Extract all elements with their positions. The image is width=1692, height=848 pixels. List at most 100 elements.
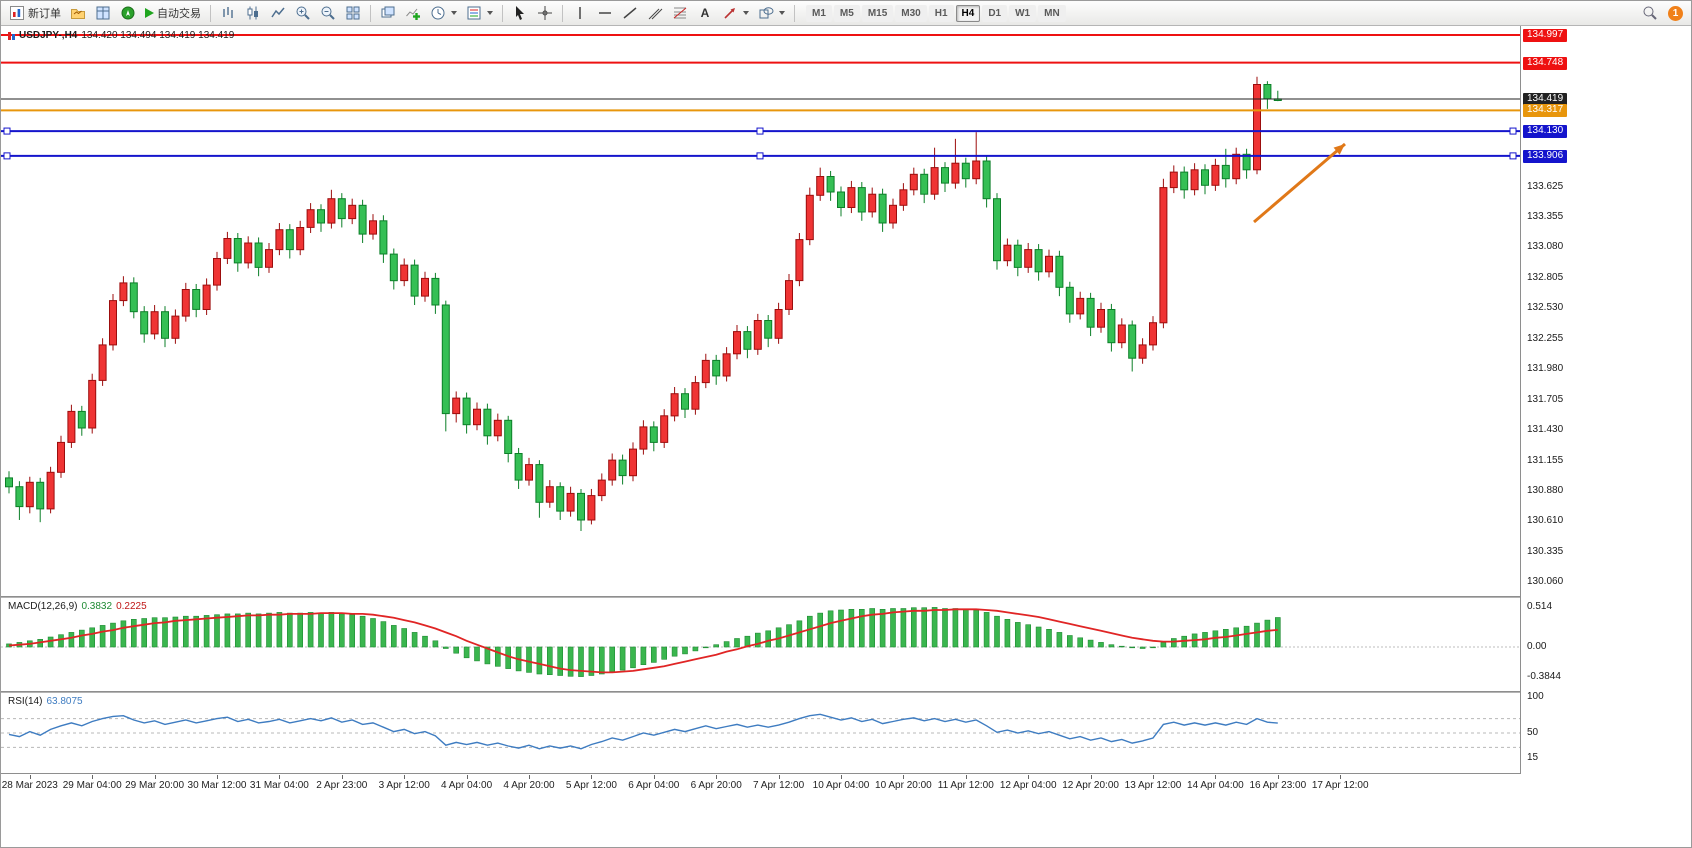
line-chart-button[interactable]: [266, 3, 290, 24]
timeframe-button-MN[interactable]: MN: [1038, 4, 1066, 22]
tile-windows-button[interactable]: [341, 3, 365, 24]
indicators-button[interactable]: [401, 3, 425, 24]
auto-trading-button[interactable]: 自动交易: [141, 3, 205, 24]
time-axis-label: 12 Apr 20:00: [1062, 780, 1119, 791]
time-tick: [279, 775, 281, 779]
macd-axis-label: 0.00: [1527, 641, 1547, 652]
price-axis-label: 133.625: [1527, 181, 1564, 193]
market-watch-button[interactable]: [91, 3, 115, 24]
panel-divider[interactable]: [1, 596, 1691, 598]
time-tick: [903, 775, 905, 779]
time-tick: [1215, 775, 1217, 779]
time-tick: [841, 775, 842, 779]
price-axis-label: 133.355: [1527, 210, 1564, 222]
time-axis-label: 10 Apr 20:00: [875, 780, 932, 791]
indicators-plus-icon: [406, 8, 420, 20]
hline-133.906[interactable]: [1, 152, 1520, 160]
text-icon: A: [701, 6, 710, 20]
time-axis-label: 4 Apr 20:00: [503, 780, 555, 791]
arrows-button[interactable]: [718, 3, 753, 24]
timeframe-button-W1[interactable]: W1: [1009, 4, 1037, 22]
market-watch-icon: [96, 6, 110, 20]
time-axis[interactable]: 28 Mar 2023 29 Mar 04:00 29 Mar 20:00 30 Ma…: [1, 775, 1691, 798]
timeframe-button-M30[interactable]: M30: [895, 4, 927, 22]
panel-divider[interactable]: [1, 691, 1691, 693]
horizontal-line-icon: [599, 12, 611, 14]
time-axis-label: 29 Mar 04:00: [62, 780, 122, 791]
horizontal-line-button[interactable]: [593, 3, 617, 24]
periods-button[interactable]: [426, 3, 461, 24]
hline-134.130[interactable]: [1, 127, 1520, 135]
timeframe-button-M1[interactable]: M1: [806, 4, 832, 22]
rsi-panel[interactable]: [1, 693, 1520, 773]
vertical-line-icon: [579, 7, 581, 19]
macd-main-value: 0.3832: [81, 601, 113, 612]
cursor-button[interactable]: [508, 3, 532, 24]
text-button[interactable]: A: [693, 3, 717, 24]
rsi-value: 63.8075: [46, 696, 83, 707]
fibonacci-button[interactable]: [668, 3, 692, 24]
trend-arrow[interactable]: [1253, 142, 1346, 224]
price-axis-label: 131.430: [1527, 424, 1564, 436]
rsi-name: RSI(14): [8, 696, 43, 707]
price-axis-label: 130.335: [1527, 545, 1564, 557]
timeframe-button-D1[interactable]: D1: [982, 4, 1008, 22]
timeframe-button-M15[interactable]: M15: [861, 4, 894, 22]
vertical-line-button[interactable]: [568, 3, 592, 24]
timeframe-group: M1 M5 M15 M30 H1 H4 D1 W1 MN: [806, 4, 1066, 22]
bar-chart-button[interactable]: [216, 3, 240, 24]
tile-windows-icon: [346, 6, 360, 20]
symbol-period: USDJPY-,H4: [19, 30, 78, 41]
time-axis-label: 28 Mar 2023: [1, 780, 58, 791]
zoom-out-button[interactable]: [316, 3, 340, 24]
price-line-badge: 134.130: [1523, 125, 1568, 139]
current-price-badge: 134.419: [1523, 93, 1568, 107]
price-axis[interactable]: 133.625 133.355 133.080 132.805 132.530 132.2…: [1520, 26, 1691, 774]
autotrade-play-icon: [145, 8, 154, 18]
time-tick: [1090, 775, 1092, 779]
trendline-button[interactable]: [618, 3, 642, 24]
time-axis-label: 3 Apr 12:00: [378, 780, 430, 791]
macd-panel[interactable]: [1, 598, 1520, 691]
crosshair-button[interactable]: [533, 3, 557, 24]
price-axis-label: 130.880: [1527, 485, 1564, 497]
profiles-button[interactable]: [66, 3, 90, 24]
auto-trading-label: 自动交易: [157, 8, 201, 20]
time-tick: [778, 775, 780, 779]
time-axis-label: 31 Mar 04:00: [249, 780, 309, 791]
new-order-icon: [10, 6, 24, 20]
macd-signal-line: [8, 608, 1278, 674]
zoom-in-button[interactable]: [291, 3, 315, 24]
price-axis-label: 132.255: [1527, 332, 1564, 344]
search-icon: [1643, 6, 1657, 20]
svg-text:A: A: [701, 6, 710, 20]
candles-layer: [5, 76, 1282, 532]
timeframe-button-H4[interactable]: H4: [955, 4, 981, 22]
time-tick: [716, 775, 718, 779]
timeframe-button-H1[interactable]: H1: [928, 4, 954, 22]
zoom-in-icon: [296, 6, 310, 20]
navigator-button[interactable]: [116, 3, 140, 24]
shapes-icon: [759, 7, 774, 19]
notification-badge[interactable]: 1: [1668, 5, 1683, 21]
rsi-line: [8, 713, 1278, 750]
channel-icon: [648, 8, 663, 20]
shapes-button[interactable]: [754, 3, 789, 24]
price-axis-label: 131.155: [1527, 454, 1564, 466]
time-tick: [1277, 775, 1279, 779]
main-chart[interactable]: [1, 26, 1520, 596]
channel-button[interactable]: [643, 3, 667, 24]
timeframe-button-M5[interactable]: M5: [833, 4, 860, 22]
time-axis-label: 12 Apr 04:00: [999, 780, 1057, 791]
toolbar-separator: [562, 4, 563, 22]
time-tick: [466, 775, 468, 779]
new-order-button[interactable]: 新订单: [5, 3, 65, 24]
price-line-badge: 134.748: [1523, 56, 1568, 70]
time-tick: [1028, 775, 1030, 779]
dropdown-caret-icon: [451, 11, 457, 15]
time-axis-label: 10 Apr 04:00: [812, 780, 870, 791]
candlestick-chart-button[interactable]: [241, 3, 265, 24]
search-button[interactable]: [1638, 3, 1662, 24]
cascade-windows-button[interactable]: [376, 3, 400, 24]
templates-button[interactable]: [462, 3, 497, 24]
